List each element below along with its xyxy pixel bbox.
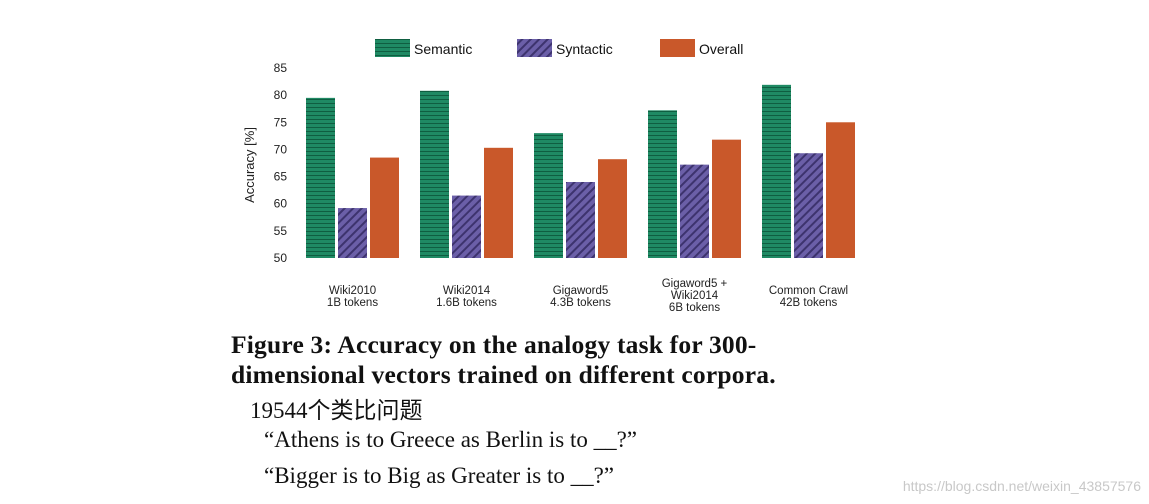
bar-semantic [420,90,449,258]
bar-syntactic [794,153,823,258]
bar-syntactic [680,164,709,258]
bar-overall [484,147,513,258]
watermark: https://blog.csdn.net/weixin_43857576 [902,478,1141,494]
y-tick-label: 55 [274,224,288,238]
bar-overall [370,157,399,258]
x-tick-label: Wiki2014 [443,285,491,297]
x-tick-label: Wiki2014 [671,290,719,302]
x-tick-label: 42B tokens [780,297,838,309]
bar-syntactic [452,195,481,258]
caption-line-1: Figure 3: Accuracy on the analogy task f… [231,330,757,359]
y-axis: 50 55 60 65 70 75 80 85 [274,61,288,265]
y-tick-label: 65 [274,170,288,184]
legend-swatch-syntactic [517,39,552,57]
x-tick-label: 1.6B tokens [436,297,497,309]
bar-semantic [306,97,335,258]
y-tick-label: 75 [274,115,288,129]
bars [306,84,855,259]
caption-line-2: dimensional vectors trained on different… [231,360,776,389]
x-tick-label: Wiki2010 [329,285,376,297]
x-tick-label: Gigaword5 [553,285,609,297]
x-tick-label: Common Crawl [769,285,848,297]
bar-overall [712,139,741,258]
y-axis-label: Accuracy [%] [242,127,257,203]
bar-syntactic [338,208,367,258]
bar-overall [598,159,627,258]
chart-legend: Semantic Syntactic Overall [375,39,743,57]
bar-semantic [534,133,563,258]
y-tick-label: 60 [274,197,288,211]
legend-label-syntactic: Syntactic [556,41,613,57]
legend-label-semantic: Semantic [414,41,472,57]
example-question-1: “Athens is to Greece as Berlin is to __?… [264,427,637,452]
bar-semantic [762,84,791,258]
y-tick-label: 80 [274,88,288,102]
figure-caption: Figure 3: Accuracy on the analogy task f… [231,330,776,390]
question-count: 19544个类比问题 [250,398,423,423]
y-tick-label: 85 [274,61,288,75]
bar-semantic [648,110,677,258]
bar-overall [826,122,855,259]
bar-chart: Semantic Syntactic Overall Accuracy [%] 50… [242,39,855,314]
x-tick-label: Gigaword5 + [662,278,728,290]
y-tick-label: 70 [274,142,288,156]
x-tick-label: 4.3B tokens [550,297,611,309]
legend-swatch-overall [660,39,695,57]
legend-swatch-semantic [375,39,410,57]
legend-label-overall: Overall [699,41,743,57]
bar-syntactic [566,182,595,258]
x-tick-label: 1B tokens [327,297,378,309]
x-tick-label: 6B tokens [669,302,720,314]
y-tick-label: 50 [274,251,288,265]
example-question-2: “Bigger is to Big as Greater is to __?” [264,463,615,488]
